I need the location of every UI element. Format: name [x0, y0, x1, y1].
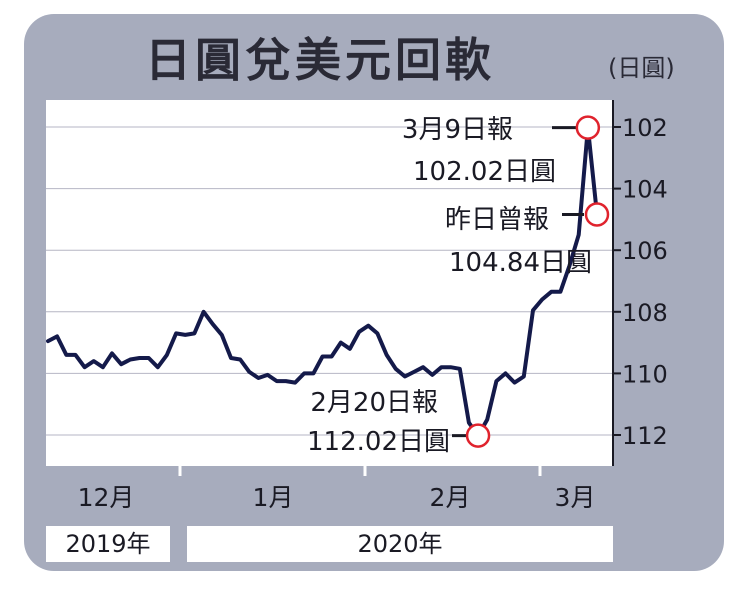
y-tick-label: 102 [622, 114, 668, 142]
plot-area [46, 100, 613, 466]
annotation-value: 104.84日圓 [449, 248, 592, 278]
unit-label: (日圓) [608, 54, 675, 82]
annotation-marker [584, 202, 610, 227]
x-tick-label: 3月 [555, 483, 596, 512]
year-label-2020: 2020年 [187, 526, 613, 562]
annotation-value: 112.02日圓 [307, 427, 450, 457]
annotation-label: 2月20日報 [310, 388, 438, 418]
x-tick-label: 2月 [430, 483, 471, 512]
x-tick-label: 1月 [253, 483, 294, 512]
annotation-label: 3月9日報 [402, 115, 513, 145]
annotation-marker [465, 423, 491, 448]
x-tick-label: 12月 [78, 483, 135, 512]
y-tick-label: 104 [622, 176, 668, 204]
y-tick-label: 108 [622, 299, 668, 327]
annotation-marker [575, 115, 601, 140]
annotation-label: 昨日曾報 [445, 205, 549, 235]
y-tick-label: 106 [622, 237, 668, 265]
y-tick-label: 110 [622, 360, 668, 388]
y-tick-label: 112 [622, 422, 668, 450]
chart-title: 日圓兌美元回軟 [145, 33, 495, 87]
annotation-value: 102.02日圓 [413, 157, 556, 187]
series-line [46, 125, 599, 438]
year-label-2019: 2019年 [46, 526, 170, 562]
